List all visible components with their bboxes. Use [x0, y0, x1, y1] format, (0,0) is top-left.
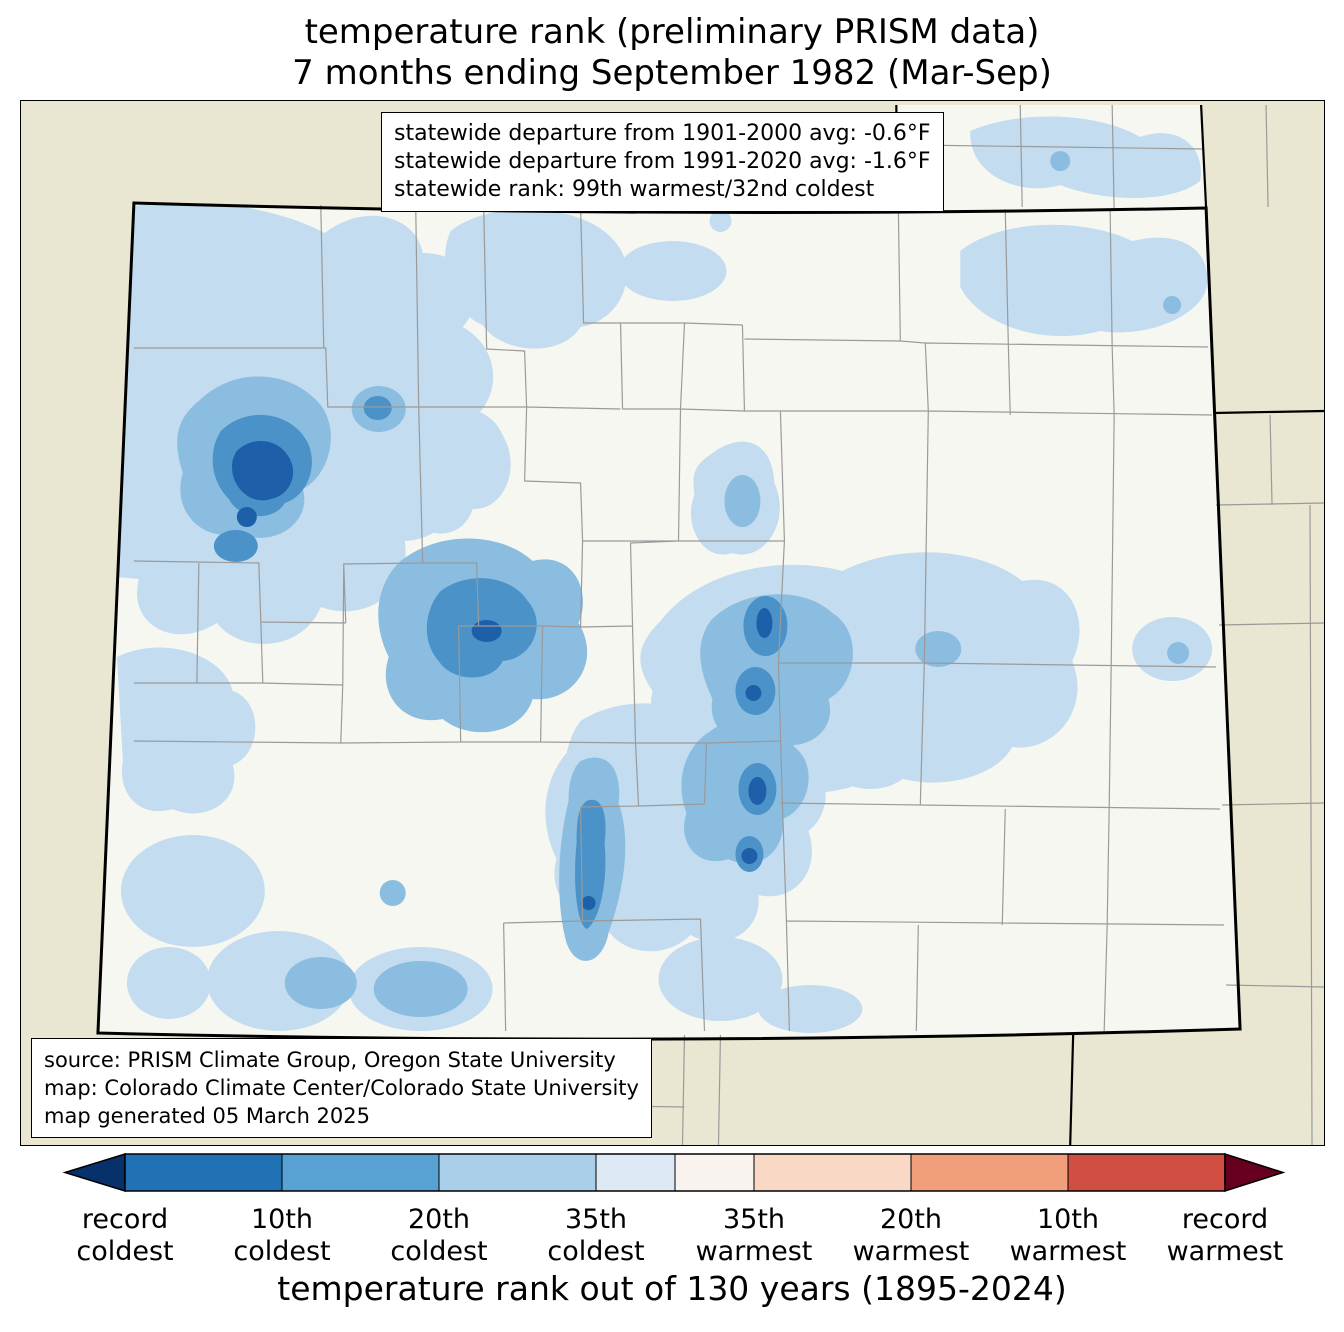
colorbar-segment-7: [911, 1154, 1068, 1191]
rank-area-medium: [1163, 296, 1182, 314]
county-lines-colorado: [133, 104, 1225, 1032]
rank-area-darkest: [748, 777, 767, 805]
rank-area-darkest: [581, 896, 596, 910]
colorbar-label-10th-coldest: 10th coldest: [197, 1204, 367, 1268]
label-line: 10th: [250, 1204, 314, 1235]
label-line: record: [1181, 1204, 1269, 1235]
rank-area-medium: [1167, 642, 1190, 664]
colorbar-label-10th-warmest: 10th warmest: [983, 1204, 1153, 1268]
stats-line-2: statewide departure from 1991-2020 avg: …: [394, 149, 931, 174]
colorbar-label-record-warmest: record warmest: [1140, 1204, 1310, 1268]
rank-area-dark: [213, 530, 258, 562]
rank-area-light: [526, 299, 555, 327]
rank-area-medium: [915, 631, 962, 667]
colorbar-segment-8: [1068, 1154, 1225, 1191]
label-line: 35th: [722, 1204, 786, 1235]
stats-line-1: statewide departure from 1901-2000 avg: …: [394, 121, 931, 146]
colorbar-segment-4: [596, 1154, 675, 1191]
rank-shading: [116, 116, 1213, 1033]
rank-area-light: [960, 224, 1208, 337]
label-line: coldest: [76, 1236, 174, 1267]
colorbar-label-35th-coldest: 35th coldest: [511, 1204, 681, 1268]
colorbar-segment-1: [125, 1154, 282, 1191]
label-line: warmest: [1166, 1236, 1284, 1267]
colorbar-label-20th-coldest: 20th coldest: [354, 1204, 524, 1268]
label-line: coldest: [547, 1236, 645, 1267]
rank-area-light: [828, 733, 913, 789]
title-line-2: 7 months ending September 1982 (Mar-Sep): [292, 53, 1052, 93]
colorbar-label-record-coldest: record coldest: [40, 1204, 210, 1268]
rank-area-medium: [724, 475, 761, 527]
rank-area-light: [658, 937, 783, 1021]
label-line: warmest: [852, 1236, 970, 1267]
title-line-1: temperature rank (preliminary PRISM data…: [304, 12, 1040, 52]
colorbar-segment-5: [675, 1154, 754, 1191]
rank-area-darkest: [236, 507, 257, 527]
rank-area-light: [120, 835, 265, 947]
label-line: coldest: [233, 1236, 331, 1267]
rank-area-darkest: [745, 685, 762, 701]
rank-area-darkest: [471, 620, 502, 642]
source-line-1: source: PRISM Climate Group, Oregon Stat…: [44, 1048, 616, 1072]
source-line-2: map: Colorado Climate Center/Colorado St…: [44, 1076, 639, 1100]
figure-title: temperature rank (preliminary PRISM data…: [0, 12, 1344, 94]
rank-area-medium: [284, 957, 357, 1009]
rank-area-darkest: [741, 848, 758, 864]
rank-area-medium: [379, 880, 406, 906]
label-line: warmest: [695, 1236, 813, 1267]
colorbar-caption: temperature rank out of 130 years (1895-…: [277, 1269, 1067, 1308]
colorbar-segment-6: [754, 1154, 911, 1191]
rank-area-light: [709, 210, 732, 232]
colorbar-label-20th-warmest: 20th warmest: [826, 1204, 996, 1268]
colorbar-separators: [281, 1154, 1069, 1191]
label-line: coldest: [390, 1236, 488, 1267]
rank-area-darkest: [756, 608, 773, 638]
colorado-map: [21, 101, 1324, 1145]
label-line: record: [81, 1204, 169, 1235]
label-line: 20th: [407, 1204, 471, 1235]
rank-area-light: [758, 985, 863, 1033]
rank-area-light: [116, 647, 256, 814]
rank-area-light: [399, 407, 511, 534]
map-panel: statewide departure from 1901-2000 avg: …: [20, 100, 1325, 1146]
source-line-3: map generated 05 March 2025: [44, 1104, 371, 1128]
colorbar-segment-2: [282, 1154, 439, 1191]
label-line: 35th: [564, 1204, 628, 1235]
stats-line-3: statewide rank: 99th warmest/32nd coldes…: [394, 177, 875, 202]
colorbar-segments: [125, 1154, 1225, 1191]
colorbar: [62, 1152, 1286, 1193]
source-box: source: PRISM Climate Group, Oregon Stat…: [31, 1038, 652, 1138]
label-line: 10th: [1036, 1204, 1100, 1235]
rank-area-medium: [1050, 151, 1071, 171]
colorbar-right-arrow: [1224, 1152, 1286, 1193]
label-line: warmest: [1009, 1236, 1127, 1267]
rank-area-light: [126, 947, 211, 1019]
colorbar-left-arrow: [62, 1152, 126, 1193]
rank-area-darkest: [232, 440, 294, 501]
colorbar-label-35th-warmest: 35th warmest: [669, 1204, 839, 1268]
rank-area-light: [970, 116, 1201, 198]
rank-area-dark: [363, 396, 392, 420]
stats-box: statewide departure from 1901-2000 avg: …: [381, 112, 944, 212]
rank-area-medium: [700, 594, 853, 746]
rank-area-medium: [373, 961, 468, 1017]
rank-area-light: [618, 241, 727, 301]
colorbar-segment-3: [439, 1154, 596, 1191]
label-line: 20th: [879, 1204, 943, 1235]
